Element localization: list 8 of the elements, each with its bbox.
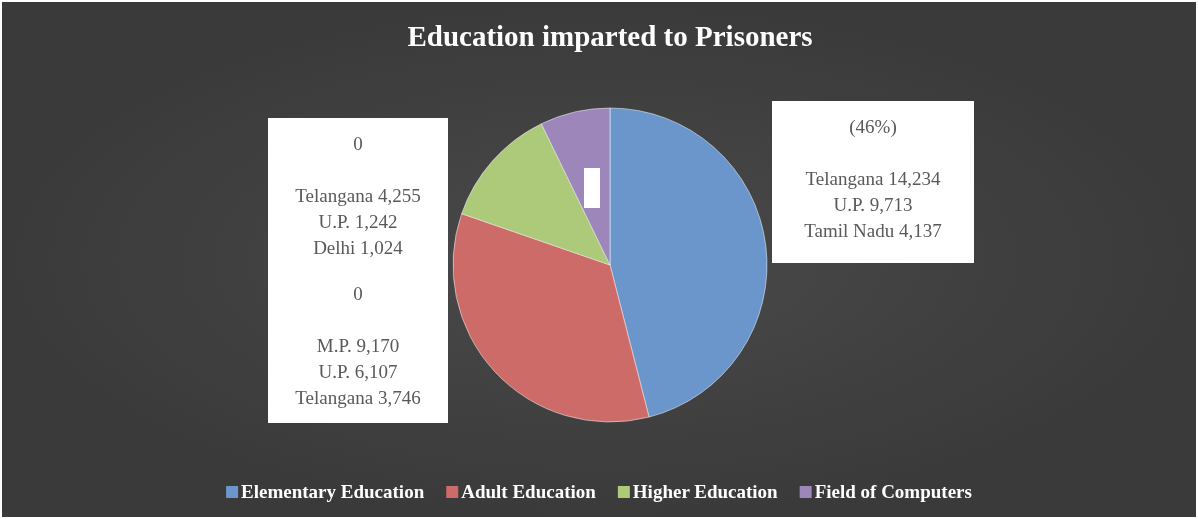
legend-label: Elementary Education: [241, 481, 425, 502]
text: (46%) Telangana 14,234 U.P. 9,713 Tamil Nadu 4,137: [804, 116, 942, 241]
text: 0 M.P. 9,170 U.P. 6,107 Telangana 3,746: [295, 283, 421, 408]
chart-title: Education imparted to Prisoners: [407, 20, 813, 52]
legend-label: Field of Computers: [814, 481, 972, 502]
legend-label: Higher Education: [632, 481, 779, 502]
legend-label: Adult Education: [461, 481, 597, 502]
text: 0 Telangana 4,255 U.P. 1,242 Delhi 1,024: [295, 133, 421, 258]
